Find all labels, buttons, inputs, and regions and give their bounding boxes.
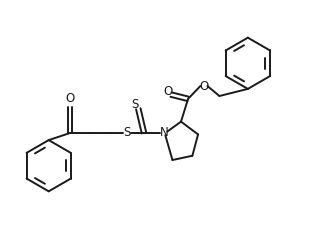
Text: O: O [199, 79, 208, 93]
Text: O: O [65, 92, 75, 105]
Text: S: S [123, 126, 131, 139]
Text: N: N [160, 126, 168, 139]
Text: S: S [131, 98, 138, 111]
Text: O: O [163, 85, 173, 98]
